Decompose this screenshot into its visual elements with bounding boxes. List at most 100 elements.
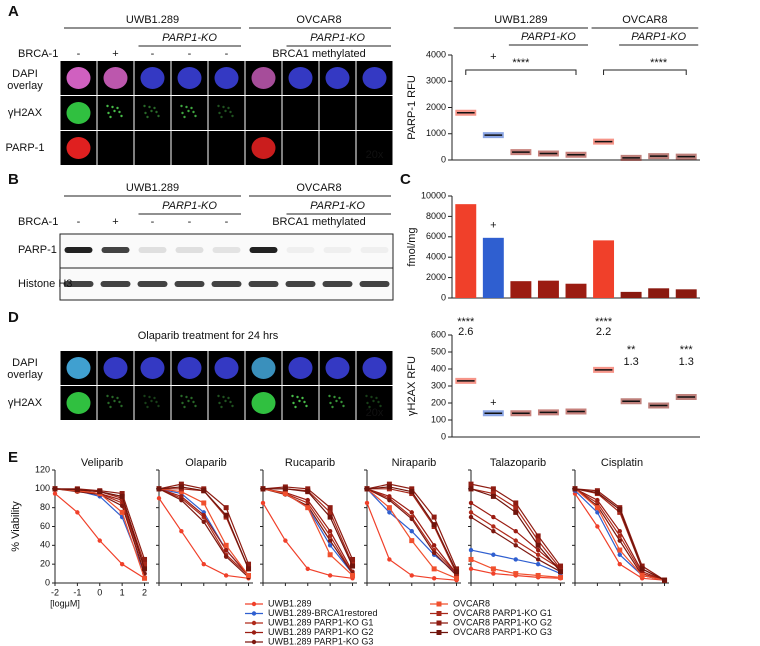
y-tick-label: 2000 (426, 272, 446, 282)
image-tile (171, 386, 208, 420)
point (327, 505, 333, 511)
point (74, 487, 80, 493)
point (142, 556, 148, 562)
y-tick-label: 100 (431, 414, 446, 424)
foci (118, 400, 121, 404)
subgroup-label: PARP1-KO (310, 32, 365, 44)
point (282, 491, 288, 497)
bar (455, 204, 477, 298)
nucleus (362, 357, 387, 379)
blot-band (101, 247, 130, 253)
image-tile (208, 96, 245, 130)
y-tick-label: 100 (35, 483, 50, 493)
foci (218, 401, 221, 405)
point (491, 529, 496, 534)
blot-band (175, 247, 204, 253)
panel-label: B (8, 171, 19, 188)
y-axis-label: % Viability (10, 501, 22, 552)
point (201, 500, 207, 506)
legend-marker (251, 611, 257, 616)
point (558, 563, 564, 569)
legend-marker (436, 601, 442, 607)
foci (120, 404, 123, 408)
nucleus (214, 67, 239, 89)
y-tick-label: 120 (35, 464, 50, 474)
point (454, 575, 460, 581)
point (468, 514, 474, 520)
blot-band (211, 281, 242, 287)
point (535, 557, 541, 562)
foci (224, 109, 227, 113)
point (491, 524, 496, 529)
annotation: 1.3 (679, 356, 694, 368)
annotation: 1.3 (623, 356, 638, 368)
annotation: *** (680, 344, 694, 356)
point (179, 494, 184, 499)
point (468, 556, 474, 562)
foci (107, 111, 110, 115)
row-label: overlay (7, 369, 43, 381)
foci (342, 404, 345, 408)
foci (192, 400, 195, 404)
blot-band (249, 247, 278, 253)
y-axis-label: γH2AX RFU (406, 356, 418, 416)
image-tile (97, 131, 134, 165)
foci (106, 394, 109, 398)
point (468, 547, 474, 553)
row-label: γH2AX (8, 397, 43, 409)
point (513, 543, 518, 548)
point (409, 486, 415, 492)
foci (292, 401, 295, 405)
foci (120, 114, 123, 118)
foci (185, 105, 188, 109)
brca-sign: - (151, 216, 155, 228)
blot-band (174, 281, 205, 287)
point (387, 494, 392, 499)
blot-band (360, 247, 389, 253)
point (305, 497, 310, 503)
legend-marker (251, 601, 257, 607)
foci (379, 404, 382, 408)
foci (144, 401, 147, 405)
foci (365, 394, 368, 398)
foci (338, 396, 341, 400)
blot-band (138, 247, 167, 253)
point (535, 538, 541, 544)
magnification: 20x (366, 407, 384, 419)
point (52, 486, 58, 492)
point (282, 486, 288, 492)
bar (537, 280, 559, 298)
point (305, 566, 310, 572)
panel-title: Talazoparib (490, 457, 546, 469)
foci (227, 396, 230, 400)
methylated-label: BRCA1 methylated (272, 216, 366, 228)
x-tick-label: -1 (73, 587, 81, 597)
foci (180, 104, 183, 108)
point (617, 507, 623, 513)
foci (146, 115, 149, 119)
nucleus (288, 67, 313, 89)
foci (220, 405, 223, 409)
point (386, 484, 392, 490)
annotation: **** (650, 57, 668, 69)
point (572, 486, 578, 492)
point (468, 486, 474, 492)
point (119, 493, 125, 499)
foci (155, 110, 158, 114)
point (454, 569, 460, 575)
x-tick-label: 0 (97, 587, 102, 597)
blot-band (63, 281, 94, 287)
nucleus (251, 67, 276, 89)
panel-label: C (400, 171, 411, 188)
point (491, 514, 496, 520)
foci (377, 400, 380, 404)
y-tick-label: 1000 (426, 128, 446, 138)
point (594, 490, 600, 496)
y-tick-label: 0 (441, 154, 446, 164)
foci (106, 104, 109, 108)
point (327, 529, 333, 534)
nucleus (251, 392, 276, 414)
panel-title: Olaparib treatment for 24 hrs (138, 330, 279, 342)
y-tick-label: 20 (40, 559, 50, 569)
point (491, 552, 496, 557)
